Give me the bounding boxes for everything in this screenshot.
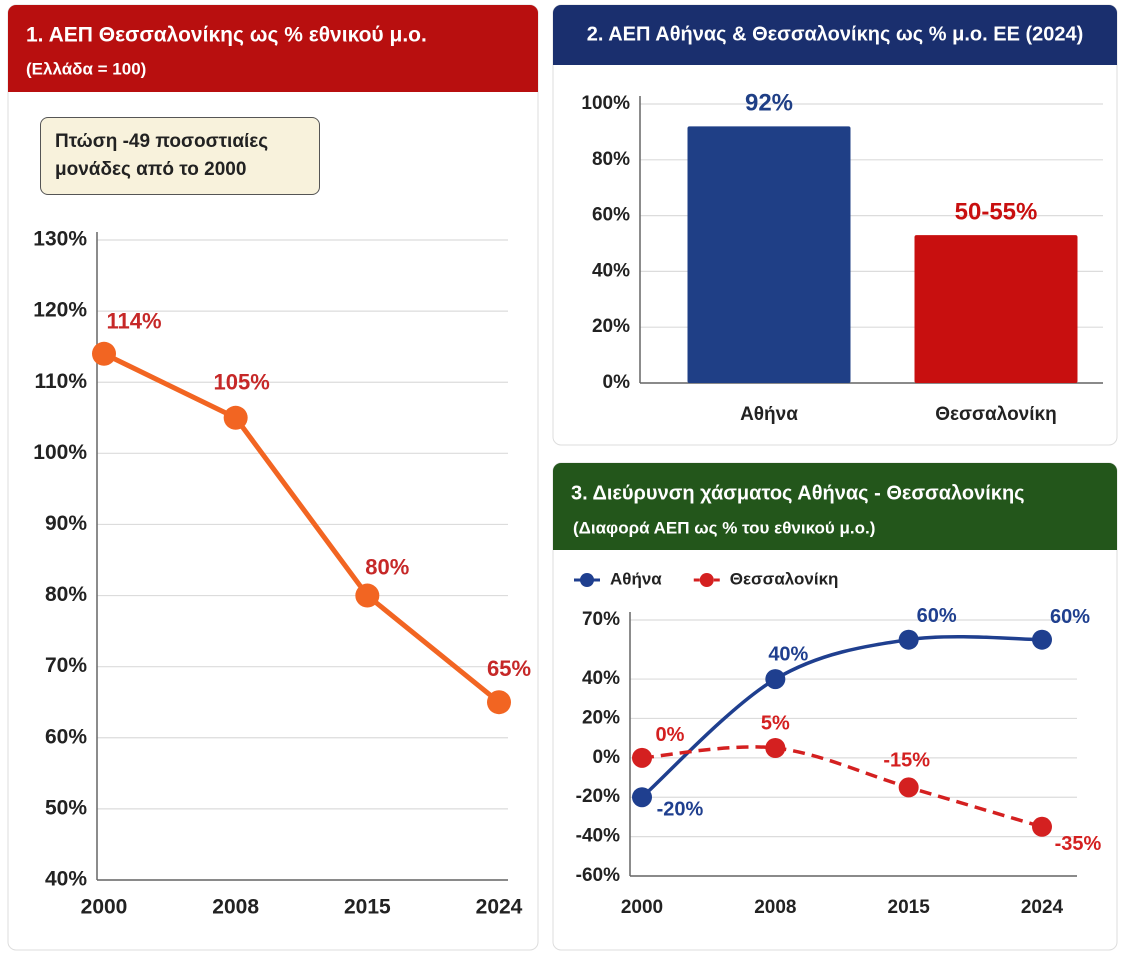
- bar: [687, 126, 851, 383]
- data-label: 60%: [1050, 606, 1090, 628]
- y-tick-label: 100%: [581, 93, 630, 114]
- legend-marker: [580, 573, 594, 587]
- y-tick-label: 20%: [592, 316, 630, 337]
- y-tick-label: 0%: [603, 372, 631, 393]
- y-tick-label: 70%: [582, 609, 620, 630]
- point: [898, 777, 919, 798]
- y-tick-label: -60%: [576, 865, 620, 886]
- y-tick-label: 130%: [33, 228, 87, 251]
- x-tick-label: Θεσσαλονίκη: [935, 404, 1056, 425]
- point: [355, 583, 380, 608]
- x-tick-label: 2024: [1021, 897, 1064, 918]
- data-label: -35%: [1055, 833, 1102, 855]
- data-label: 50-55%: [955, 198, 1038, 225]
- data-label: 92%: [745, 90, 793, 117]
- x-tick-label: 2008: [212, 896, 259, 919]
- legend-label: Αθήνα: [610, 569, 662, 588]
- data-label: 0%: [656, 724, 685, 746]
- data-label: 5%: [761, 712, 790, 734]
- point: [487, 690, 511, 715]
- y-tick-label: 0%: [593, 747, 621, 768]
- point: [632, 787, 652, 808]
- y-tick-label: 50%: [45, 796, 87, 819]
- data-label: 65%: [487, 656, 531, 681]
- point: [765, 669, 786, 690]
- bar: [914, 235, 1078, 383]
- y-tick-label: 20%: [582, 707, 620, 728]
- y-tick-label: 100%: [33, 441, 87, 464]
- y-tick-label: 40%: [45, 868, 87, 891]
- line: [641, 745, 1043, 829]
- y-tick-label: 80%: [592, 149, 630, 170]
- legend-marker: [699, 573, 714, 587]
- x-tick-label: 2015: [888, 897, 931, 918]
- chart-subtitle: (Ελλάδα = 100): [26, 59, 146, 78]
- panel-header: [553, 5, 1117, 65]
- y-tick-label: -40%: [576, 826, 620, 847]
- y-tick-label: -20%: [576, 786, 620, 807]
- data-label: 105%: [214, 370, 270, 395]
- annotation: Πτώση -49 ποσοστιαίες μονάδες από το 200…: [40, 117, 320, 195]
- x-tick-label: Αθήνα: [740, 404, 798, 425]
- chart-subtitle: (Διαφορά ΑΕΠ ως % του εθνικού μ.ο.): [573, 518, 875, 537]
- point: [92, 341, 116, 366]
- panel-header: [553, 463, 1117, 550]
- point: [765, 738, 786, 758]
- data-label: -20%: [657, 799, 704, 821]
- legend-label: Θεσσαλονίκη: [730, 569, 839, 588]
- point: [223, 405, 248, 430]
- y-tick-label: 70%: [45, 654, 87, 677]
- data-label: 80%: [365, 554, 409, 579]
- point: [632, 747, 652, 768]
- point: [1032, 629, 1052, 650]
- point: [898, 629, 919, 650]
- x-tick-label: 2008: [754, 897, 796, 918]
- y-tick-label: 40%: [592, 260, 630, 281]
- x-tick-label: 2015: [344, 896, 391, 919]
- y-tick-label: 80%: [45, 583, 87, 606]
- y-tick-label: 120%: [33, 299, 87, 322]
- y-tick-label: 110%: [34, 370, 87, 393]
- x-tick-label: 2000: [621, 897, 663, 918]
- chart-title: 1. ΑΕΠ Θεσσαλονίκης ως % εθνικού μ.ο.: [26, 24, 427, 47]
- x-tick-label: 2024: [476, 896, 523, 919]
- chart-title: 3. Διεύρυνση χάσματος Αθήνας - Θεσσαλονί…: [571, 482, 1025, 504]
- data-label: 114%: [106, 309, 161, 334]
- y-tick-label: 60%: [592, 205, 630, 226]
- y-tick-label: 90%: [45, 512, 87, 535]
- data-label: 60%: [917, 605, 957, 627]
- panel-header: [8, 5, 538, 92]
- line: [640, 635, 1043, 799]
- chart-title: 2. ΑΕΠ Αθήνας & Θεσσαλονίκης ως % μ.ο. Ε…: [587, 23, 1084, 45]
- data-label: -15%: [883, 750, 930, 772]
- y-tick-label: 60%: [45, 725, 87, 748]
- y-tick-label: 40%: [582, 668, 620, 689]
- x-tick-label: 2000: [81, 896, 128, 919]
- point: [1032, 816, 1052, 837]
- data-label: 40%: [768, 643, 808, 665]
- line: [102, 351, 501, 705]
